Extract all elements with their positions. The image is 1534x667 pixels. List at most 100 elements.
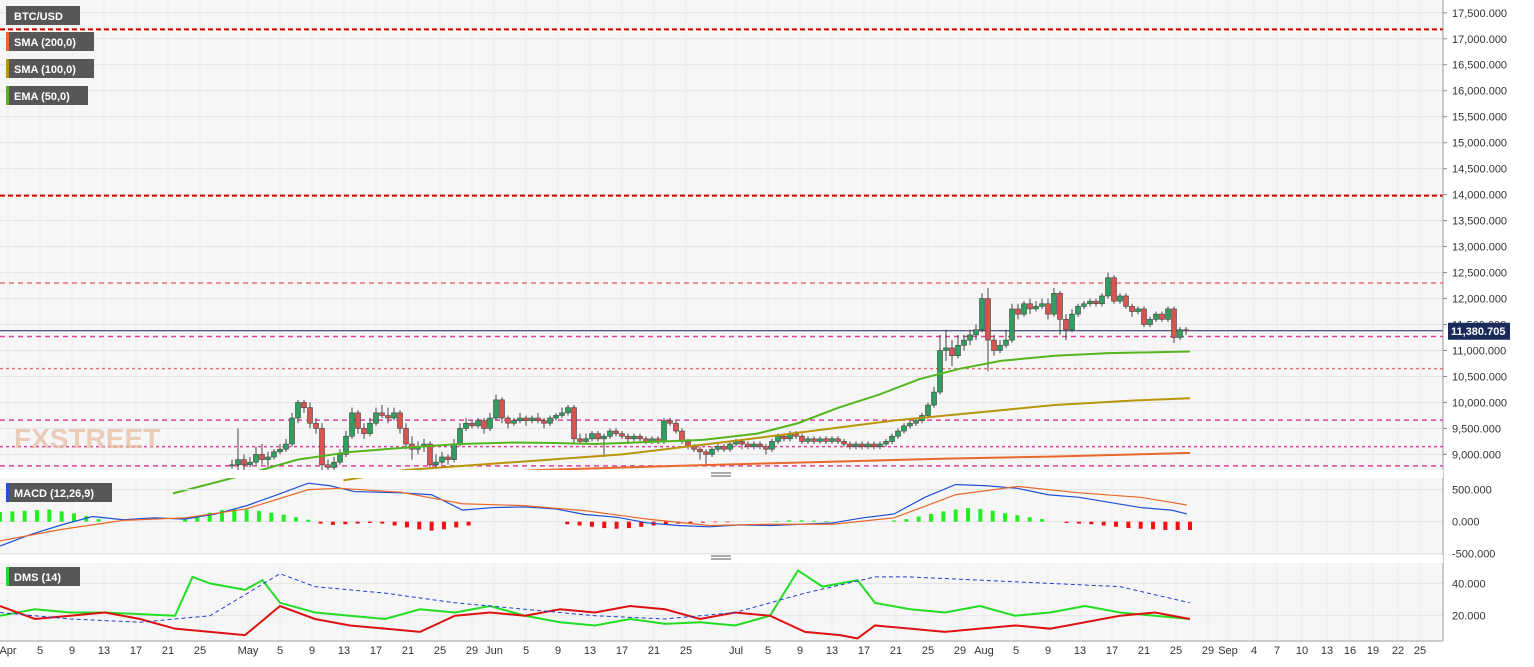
macd-histogram-bar	[978, 508, 983, 522]
macd-histogram-bar	[195, 515, 200, 522]
candle-body	[511, 420, 517, 424]
price-tick-label: 15,000.000	[1452, 138, 1507, 150]
macd-histogram-bar	[565, 521, 570, 525]
candle-body	[1003, 339, 1009, 346]
candle-body	[271, 451, 277, 458]
legend-dms[interactable]: DMS (14)	[6, 567, 80, 586]
candle-body	[1159, 313, 1165, 320]
candle-body	[1069, 313, 1075, 331]
x-tick-label: 29	[954, 645, 966, 657]
candle-body	[379, 412, 385, 416]
macd-tick-label: 500.000	[1452, 485, 1492, 497]
price-tick-label: 10,500.000	[1452, 371, 1507, 383]
x-tick-label: Jun	[485, 645, 503, 657]
legend-btcusd[interactable]: BTC/USD	[6, 6, 80, 25]
x-tick-label: 5	[277, 645, 283, 657]
candle-body	[1141, 308, 1147, 325]
moving-averages-layer	[172, 350, 1191, 495]
macd-histogram-bar	[269, 512, 274, 522]
candle-body	[1153, 313, 1159, 320]
candle-body	[319, 428, 325, 466]
price-tick-label: 16,000.000	[1452, 86, 1507, 98]
candle-body	[529, 417, 535, 421]
legend-sma200[interactable]: SMA (200,0)	[6, 32, 94, 51]
ma-line-ema	[172, 350, 1191, 495]
price-tick-label: 9,000.000	[1452, 449, 1501, 461]
macd-tick-label: -500.000	[1452, 549, 1495, 561]
macd-histogram-bar	[34, 510, 39, 522]
candle-body	[937, 350, 943, 393]
macd-histogram-bar	[1175, 521, 1180, 530]
macd-histogram-bar	[713, 521, 718, 523]
dms-resize-handle[interactable]	[0, 555, 1443, 563]
x-tick-label: 25	[434, 645, 446, 657]
candle-body	[505, 417, 511, 424]
candle-body	[337, 454, 343, 463]
dms-tick-label: 20.000	[1452, 611, 1486, 623]
candle-body	[439, 456, 445, 463]
candle-body	[805, 438, 811, 442]
macd-histogram-bar	[663, 521, 668, 525]
macd-histogram-bar	[892, 520, 897, 522]
candle-body	[817, 438, 823, 442]
macd-resize-handle[interactable]	[0, 470, 1443, 478]
candle-body	[1021, 303, 1027, 315]
candle-body	[313, 422, 319, 429]
macd-histogram-bar	[916, 516, 921, 522]
candle-body	[517, 417, 523, 421]
candle-body	[757, 443, 763, 447]
candle-body	[1117, 295, 1123, 302]
candle-body	[619, 433, 625, 437]
candle-body	[577, 438, 583, 442]
macd-histogram-bar	[207, 512, 212, 522]
macd-layer: 500.000 0.000 -500.000	[0, 482, 1495, 561]
macd-histogram-bar	[1151, 521, 1156, 530]
x-tick-label: 21	[1138, 645, 1150, 657]
macd-histogram-bar	[688, 521, 693, 523]
x-tick-label: Apr	[0, 645, 17, 657]
legend-sma100[interactable]: SMA (100,0)	[6, 59, 94, 78]
macd-histogram-bar	[318, 521, 323, 524]
price-tick-label: 12,000.000	[1452, 294, 1507, 306]
macd-histogram-bar	[941, 511, 946, 522]
macd-histogram-bar	[824, 521, 829, 522]
macd-histogram-bar	[281, 514, 286, 522]
macd-histogram-bar	[219, 510, 224, 522]
legend-ema50-label: EMA (50,0)	[14, 91, 70, 103]
legend-macd[interactable]: MACD (12,26,9)	[6, 483, 112, 502]
axes-layer: 17,500.000 17,000.000 16,500.000 16,000.000…	[0, 0, 1507, 657]
candle-body	[865, 443, 871, 447]
macd-histogram-bar	[953, 509, 958, 522]
macd-histogram-bar	[454, 521, 459, 528]
macd-histogram-bar	[367, 521, 372, 523]
candle-body	[1093, 300, 1099, 305]
macd-panel-bg	[0, 478, 1443, 556]
candle-body	[913, 420, 919, 424]
x-tick-label: 16	[1344, 645, 1356, 657]
macd-histogram-bar	[1064, 521, 1069, 523]
legend-ema50[interactable]: EMA (50,0)	[6, 86, 88, 105]
x-tick-label: 4	[1251, 645, 1257, 657]
candle-body	[265, 456, 271, 460]
x-tick-label: 9	[1045, 645, 1051, 657]
macd-line-signal	[0, 485, 1188, 542]
candle-body	[829, 438, 835, 442]
candle-body	[799, 435, 805, 442]
candle-body	[397, 412, 403, 429]
candle-body	[571, 407, 577, 440]
candle-body	[925, 404, 931, 416]
candle-body	[697, 448, 703, 453]
candle-body	[1027, 303, 1033, 310]
macd-histogram-bar	[429, 521, 434, 531]
ma-line-sma	[446, 451, 1191, 477]
candle-body	[277, 448, 283, 453]
macd-histogram-bar	[380, 521, 385, 524]
macd-histogram-bar	[306, 519, 311, 522]
candle-body	[961, 339, 967, 346]
macd-histogram-bar	[1101, 521, 1106, 526]
macd-histogram-bar	[182, 519, 187, 522]
macd-histogram-bar	[343, 521, 348, 525]
macd-histogram-bar	[22, 510, 27, 522]
x-tick-label: 17	[130, 645, 142, 657]
